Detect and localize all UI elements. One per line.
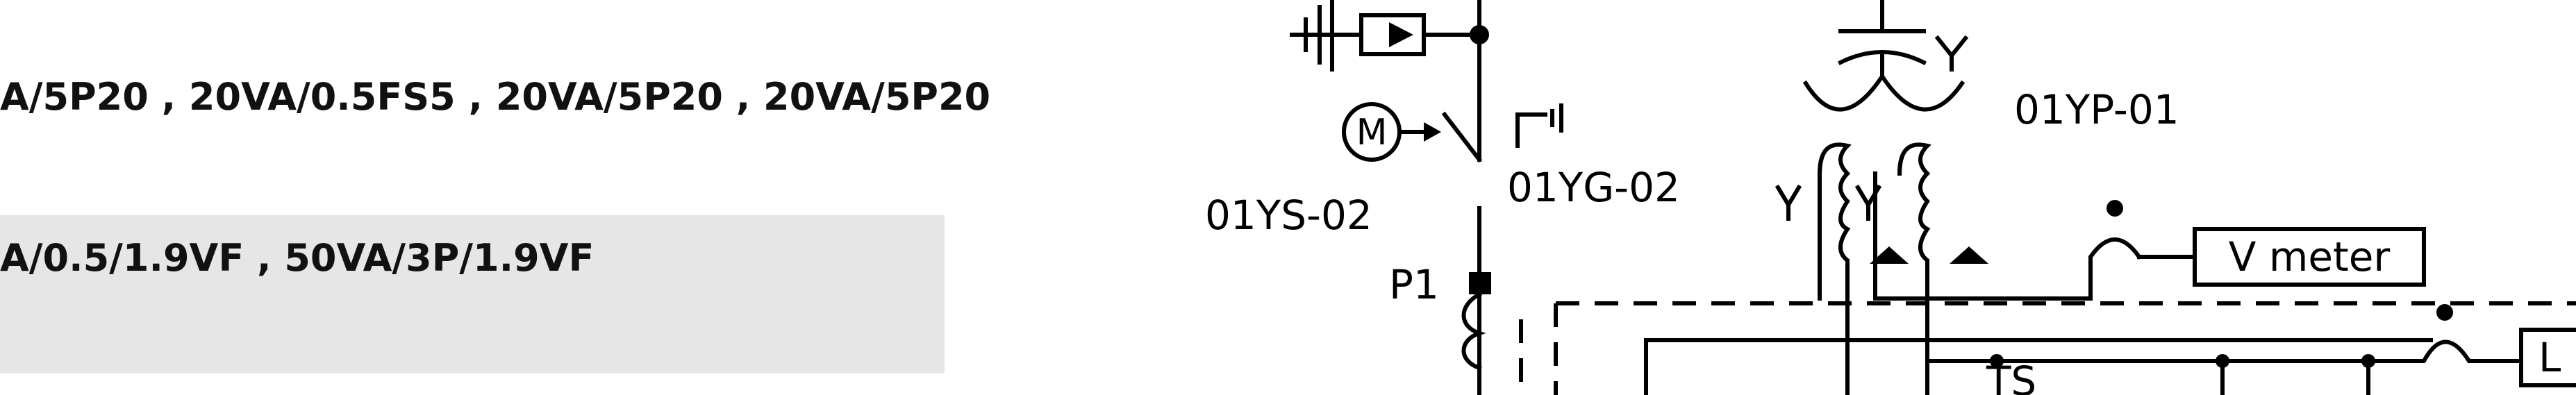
v-meter-box: V meter bbox=[2193, 227, 2426, 287]
cvt-capacitor-symbol bbox=[1802, 0, 1969, 112]
motor-switch: M bbox=[1342, 102, 1483, 163]
spec-line-2: A/0.5/1.9VF , 50VA/3P/1.9VF bbox=[0, 236, 594, 280]
terminal-p1: P1 bbox=[1389, 261, 1491, 395]
partial-meter-box: L bbox=[2519, 328, 2576, 387]
partial-box-label: L bbox=[2538, 334, 2561, 381]
terminal-label: P1 bbox=[1389, 261, 1439, 308]
ground-switch-symbol bbox=[1515, 103, 1563, 148]
bottom-partial-label: TS bbox=[1986, 358, 2036, 395]
motor-symbol-label: M bbox=[1356, 112, 1388, 153]
secondary-windings bbox=[1775, 142, 1988, 395]
dashed-enclosure bbox=[1519, 301, 2576, 395]
switch-label: 01YS-02 bbox=[1205, 192, 1372, 239]
spec-text-panel: A/5P20 , 20VA/0.5FS5 , 20VA/5P20 , 20VA/… bbox=[0, 75, 990, 373]
spec-line-2-highlight bbox=[0, 215, 945, 373]
meter-wiring bbox=[1644, 200, 2523, 395]
v-meter-label: V meter bbox=[2229, 233, 2391, 280]
cvt-label: 01YP-01 bbox=[2014, 86, 2179, 133]
ground-switch-label: 01YG-02 bbox=[1507, 164, 1680, 211]
spec-line-1: A/5P20 , 20VA/0.5FS5 , 20VA/5P20 , 20VA/… bbox=[0, 75, 990, 119]
arrester-ground-symbol bbox=[1290, 0, 1481, 72]
